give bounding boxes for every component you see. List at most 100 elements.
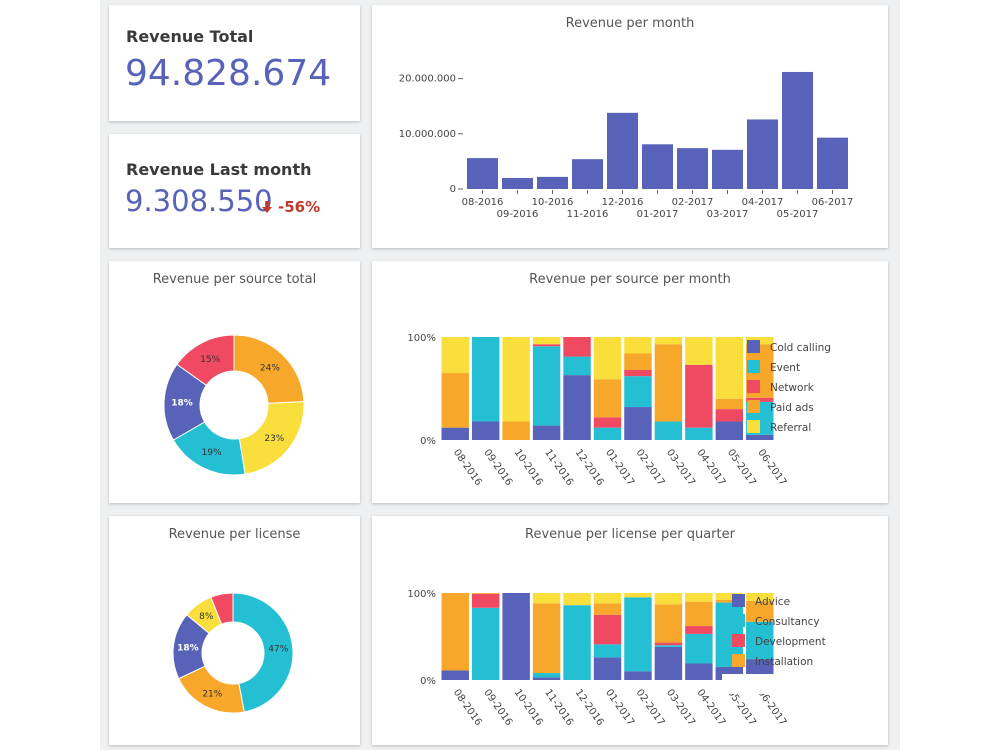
bar <box>677 148 708 189</box>
arrow-down-icon <box>262 201 272 213</box>
legend-overflow-mask <box>722 674 882 694</box>
bar-segment <box>746 397 774 402</box>
bar-segment <box>624 407 652 440</box>
kpi-title: Revenue Total <box>126 27 254 46</box>
bar-segment <box>532 337 561 345</box>
slice-label: 23% <box>264 434 284 444</box>
bar-segment <box>563 593 591 606</box>
bar-segment <box>593 644 622 658</box>
x-tick-label: 09-2016 <box>481 687 514 728</box>
revenue-per-source-total-chart: 24% 23% 19% 18% 15% <box>163 334 305 476</box>
revenue-per-source-per-month-chart: 100% 0% 08-201609-201610-201611-201612-201… <box>407 333 831 488</box>
legend-label: Consultancy <box>755 616 820 628</box>
bar-segment <box>685 593 713 602</box>
bar-segment <box>685 427 713 440</box>
slice-label: 47% <box>268 645 288 655</box>
legend-swatch <box>747 420 760 433</box>
bar-segment <box>563 337 591 357</box>
revenue-per-license-per-quarter-chart: 100% 0% 08-201609-201610-201611-201612-201… <box>407 589 882 728</box>
bar-segment <box>532 593 561 604</box>
bar <box>607 112 638 189</box>
bar-segment <box>532 673 561 678</box>
bar-segment <box>746 593 774 601</box>
bar-segment <box>441 373 469 428</box>
x-tick-label: 05-2017 <box>777 209 819 220</box>
bar-segment <box>685 626 713 634</box>
x-tick-label: 01-2017 <box>637 209 679 220</box>
bar-segment <box>654 421 683 440</box>
bar-segment <box>441 427 469 440</box>
bar-segment <box>715 593 744 600</box>
legend-swatch <box>732 634 745 647</box>
chart-card-revenue-per-license: Revenue per license 47% 21% 18% 8% <box>109 516 360 745</box>
x-tick-label: 03-2017 <box>707 209 749 220</box>
bar-segment <box>624 337 652 354</box>
bar-segment <box>624 376 652 408</box>
bar-segment <box>502 421 530 440</box>
slice <box>232 592 294 713</box>
legend-label: Event <box>770 362 800 374</box>
slice-label: 15% <box>200 355 220 365</box>
bar-segment <box>532 346 561 426</box>
bar-segment <box>471 593 500 594</box>
x-tick-label: 09-2016 <box>481 447 514 488</box>
bar-segment <box>746 621 774 660</box>
bar-segment <box>563 375 591 440</box>
legend-label: Development <box>755 636 826 648</box>
slice <box>210 592 234 625</box>
bar-segment <box>654 593 683 605</box>
x-tick-label: 02-2017 <box>633 687 666 728</box>
bar-segment <box>563 605 591 680</box>
bar-segment <box>654 337 683 345</box>
bar-segment <box>532 677 561 680</box>
kpi-value: 9.308.550 <box>125 184 273 218</box>
legend-label: Paid ads <box>770 402 814 414</box>
bar-segment <box>593 657 622 680</box>
chart-card-revenue-per-source-total: Revenue per source total 24% 23% 19% 18% 15% <box>109 261 360 503</box>
bar-segment <box>593 593 622 604</box>
bar-segment <box>624 353 652 370</box>
bar-segment <box>471 337 500 422</box>
kpi-delta: -56% <box>278 198 321 216</box>
bar-segment <box>685 337 713 365</box>
bar-segment <box>532 425 561 440</box>
chart-card-revenue-per-month: Revenue per month 0 10.000.000 20.000.000 0… <box>372 5 888 248</box>
x-tick-label: 02-2017 <box>633 447 666 488</box>
kpi-card-revenue-total: Revenue Total 94.828.674 <box>109 5 360 121</box>
kpi-title: Revenue Last month <box>126 160 312 179</box>
chart-card-revenue-per-source-per-month: Revenue per source per month 100% 0% 08-20… <box>372 261 888 503</box>
bar-segment <box>746 434 774 440</box>
bar-segment <box>593 379 622 418</box>
bar-segment <box>593 427 622 440</box>
legend-swatch <box>732 594 745 607</box>
x-tick-label: 08-2016 <box>462 197 504 208</box>
bar-segment <box>715 398 744 410</box>
y-tick-label: 10.000.000 <box>399 129 456 140</box>
bar-segment <box>593 337 622 380</box>
bar-segment <box>715 421 744 440</box>
x-tick-label: 05-2017 <box>725 447 758 488</box>
bar-segment <box>624 369 652 377</box>
slice-label: 8% <box>199 612 214 622</box>
x-tick-label: 12-2016 <box>573 447 606 488</box>
bar-segment <box>715 409 744 422</box>
legend-label: Advice <box>755 596 790 608</box>
bar-segment <box>471 607 500 680</box>
bar <box>502 177 533 189</box>
bar-segment <box>502 337 530 422</box>
bar <box>572 159 603 189</box>
slice-label: 18% <box>177 643 199 653</box>
legend-label: Installation <box>755 656 813 668</box>
slice <box>233 334 305 404</box>
bar-segment <box>685 364 713 428</box>
legend-swatch <box>732 654 745 667</box>
y-tick-label: 20.000.000 <box>399 74 456 85</box>
x-tick-label: 12-2016 <box>573 687 606 728</box>
x-tick-label: 04-2017 <box>742 197 784 208</box>
bar-segment <box>532 603 561 674</box>
y-tick-label: 0% <box>420 436 436 447</box>
slice-label: 21% <box>202 690 222 700</box>
x-tick-label: 06-2017 <box>812 197 854 208</box>
bar-segment <box>746 600 774 622</box>
x-tick-label: 06-2017 <box>755 447 788 488</box>
